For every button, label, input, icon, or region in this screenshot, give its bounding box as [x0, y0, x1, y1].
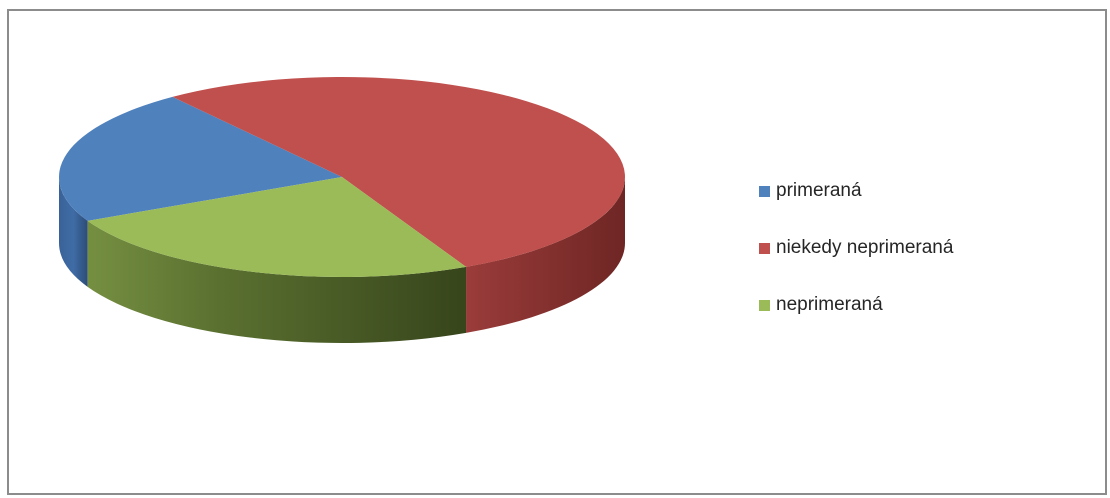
legend-swatch-neprimerana — [759, 299, 770, 311]
legend: primeraná niekedy neprimeraná neprimeran… — [759, 177, 1079, 348]
pie-side-neprimerana — [87, 220, 467, 343]
legend-item-niekedy-neprimerana: niekedy neprimeraná — [759, 234, 1079, 262]
legend-label-neprimerana: neprimeraná — [776, 294, 883, 315]
legend-item-neprimerana: neprimeraná — [759, 291, 1079, 319]
legend-swatch-niekedy-neprimerana — [759, 242, 770, 254]
pie-tops — [58, 76, 625, 277]
legend-item-primerana: primeraná — [759, 177, 1079, 205]
legend-label-niekedy-neprimerana: niekedy neprimeraná — [776, 237, 954, 258]
legend-swatch-primerana — [759, 185, 770, 197]
pie-chart — [58, 76, 625, 343]
pie-slice-neprimerana — [87, 177, 467, 277]
pie-slice-primerana — [58, 96, 342, 221]
legend-label-primerana: primeraná — [776, 180, 862, 201]
pie-side-primerana — [59, 177, 88, 287]
pie-side-niekedy-neprimerana — [466, 177, 625, 333]
pie-sides — [59, 177, 625, 343]
chart-area: primeraná niekedy neprimeraná neprimeran… — [7, 9, 1107, 495]
pie-slice-niekedy-neprimerana — [172, 76, 625, 267]
